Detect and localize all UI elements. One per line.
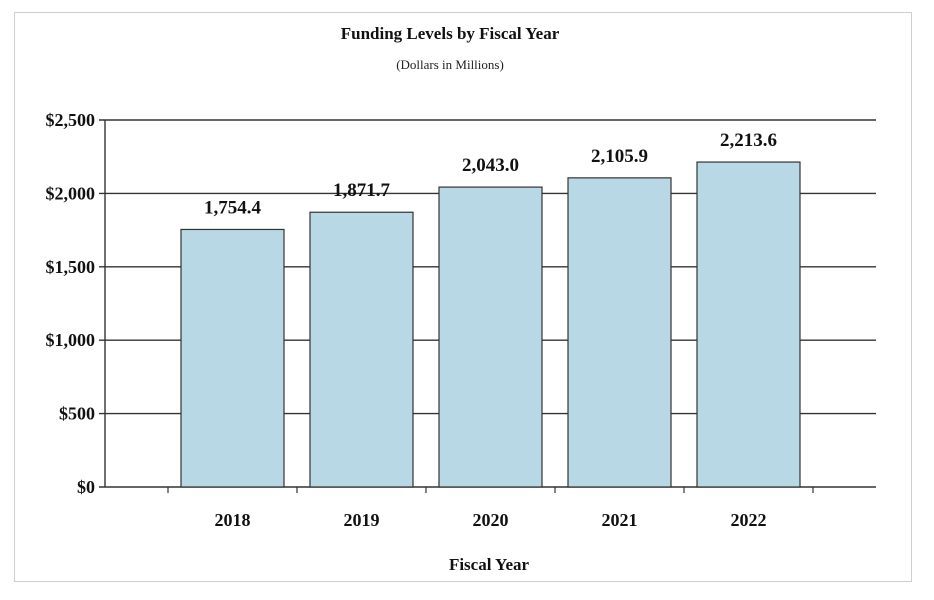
chart-title: Funding Levels by Fiscal Year bbox=[341, 24, 560, 43]
y-tick-label: $500 bbox=[59, 404, 95, 424]
y-tick-label: $2,000 bbox=[46, 183, 96, 203]
x-tick-label-2018: 2018 bbox=[215, 510, 251, 530]
data-label-2019: 1,871.7 bbox=[333, 180, 391, 201]
x-tick-label-2020: 2020 bbox=[473, 510, 509, 530]
y-tick-label: $1,500 bbox=[46, 257, 96, 277]
data-label-2021: 2,105.9 bbox=[591, 146, 648, 167]
bar-2022 bbox=[696, 161, 801, 488]
x-tick-label-2021: 2021 bbox=[602, 510, 638, 530]
data-label-2018: 1,754.4 bbox=[204, 197, 262, 218]
data-label-2022: 2,213.6 bbox=[720, 130, 777, 151]
x-axis-label: Fiscal Year bbox=[449, 555, 530, 574]
y-tick-label: $2,500 bbox=[46, 110, 96, 130]
y-tick-label: $0 bbox=[77, 477, 95, 497]
bar-2021 bbox=[567, 177, 672, 488]
data-label-2020: 2,043.0 bbox=[462, 155, 519, 176]
bar-2018 bbox=[180, 228, 285, 488]
x-tick-label-2019: 2019 bbox=[344, 510, 380, 530]
x-tick-label-2022: 2022 bbox=[731, 510, 767, 530]
chart-subtitle: (Dollars in Millions) bbox=[396, 57, 504, 72]
y-tick-label: $1,000 bbox=[46, 330, 96, 350]
bar-2020 bbox=[438, 186, 543, 488]
bar-2019 bbox=[309, 211, 414, 488]
